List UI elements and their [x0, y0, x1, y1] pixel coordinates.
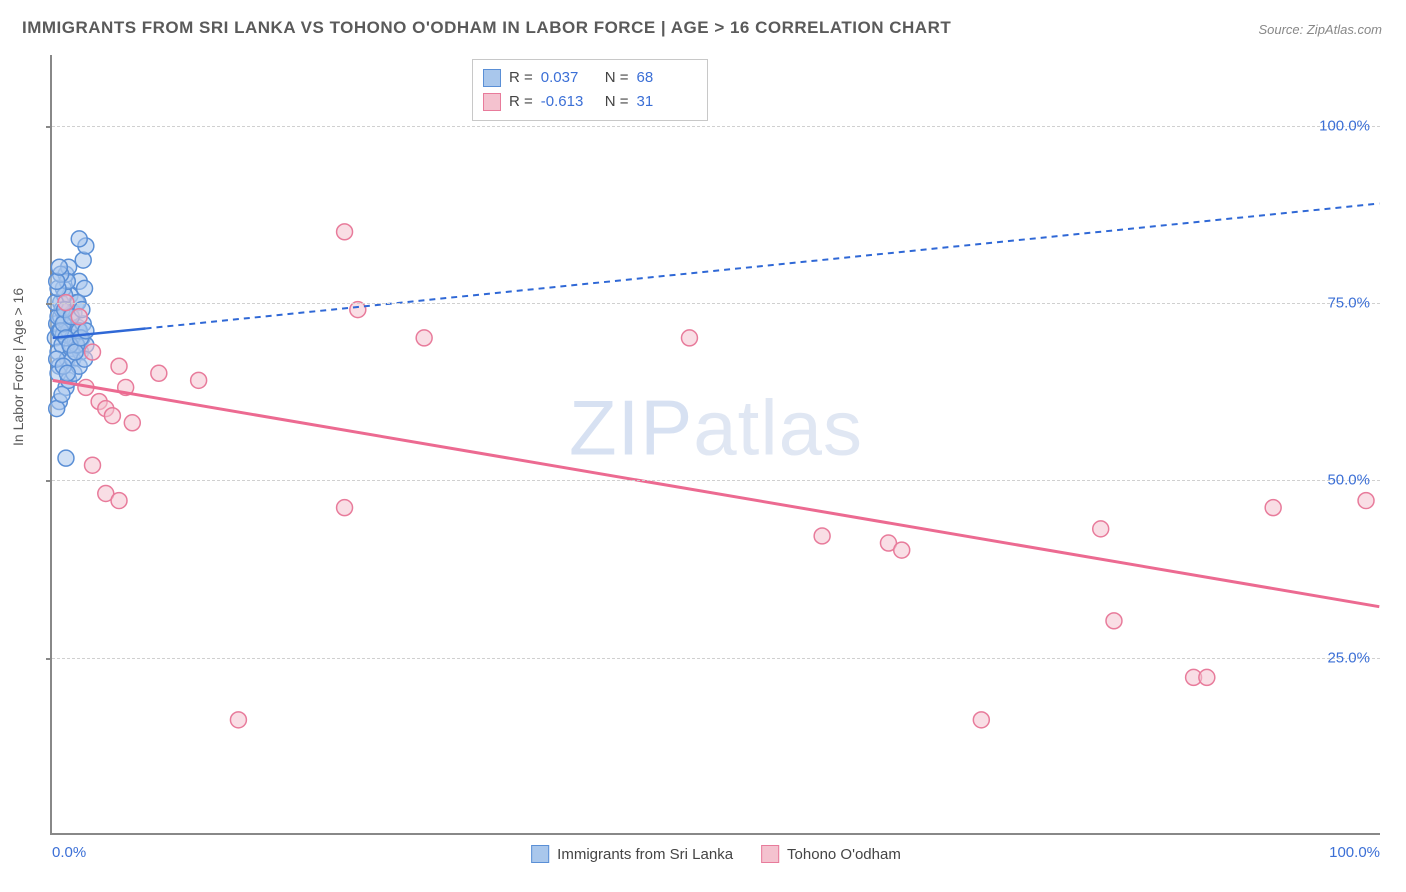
y-tick-label: 25.0% — [1327, 649, 1370, 666]
gridline-h — [52, 126, 1380, 127]
legend-bottom: Immigrants from Sri Lanka Tohono O'odham — [531, 845, 901, 863]
y-axis-label: In Labor Force | Age > 16 — [10, 288, 26, 446]
stat-r-label: R = — [509, 66, 533, 90]
x-tick-min: 0.0% — [52, 844, 86, 861]
stat-n-value-2: 31 — [637, 90, 693, 114]
data-point — [49, 273, 65, 289]
stats-legend-box: R = 0.037 N = 68 R = -0.613 N = 31 — [472, 59, 708, 121]
data-point — [111, 493, 127, 509]
y-tick-label: 100.0% — [1319, 117, 1370, 134]
data-point — [1265, 500, 1281, 516]
y-tick-label: 75.0% — [1327, 295, 1370, 312]
data-point — [894, 542, 910, 558]
data-point — [124, 415, 140, 431]
stat-n-value-1: 68 — [637, 66, 693, 90]
stats-row-series2: R = -0.613 N = 31 — [483, 90, 693, 114]
data-point — [230, 712, 246, 728]
swatch-series1 — [483, 69, 501, 87]
data-point — [337, 500, 353, 516]
legend-item-series2: Tohono O'odham — [761, 845, 901, 863]
gridline-h — [52, 480, 1380, 481]
data-point — [51, 259, 67, 275]
scatter-plot-svg — [52, 55, 1380, 833]
y-tick-label: 50.0% — [1327, 472, 1370, 489]
data-point — [85, 344, 101, 360]
swatch-series2 — [483, 93, 501, 111]
legend-swatch-series2 — [761, 845, 779, 863]
data-point — [58, 450, 74, 466]
chart-title: IMMIGRANTS FROM SRI LANKA VS TOHONO O'OD… — [22, 18, 951, 38]
data-point — [71, 309, 87, 325]
data-point — [104, 408, 120, 424]
data-point — [151, 365, 167, 381]
x-tick-max: 100.0% — [1329, 844, 1380, 861]
data-point — [973, 712, 989, 728]
data-point — [1358, 493, 1374, 509]
plot-area: ZIPatlas R = 0.037 N = 68 R = -0.613 N =… — [50, 55, 1380, 835]
legend-item-series1: Immigrants from Sri Lanka — [531, 845, 733, 863]
gridline-h — [52, 658, 1380, 659]
data-point — [59, 365, 75, 381]
stat-r-value-1: 0.037 — [541, 66, 597, 90]
gridline-h — [52, 303, 1380, 304]
source-attribution: Source: ZipAtlas.com — [1258, 22, 1382, 37]
stat-r-value-2: -0.613 — [541, 90, 597, 114]
data-point — [1106, 613, 1122, 629]
data-point — [1199, 669, 1215, 685]
data-point — [337, 224, 353, 240]
stat-n-label: N = — [605, 66, 629, 90]
data-point — [75, 252, 91, 268]
trend-line-dashed — [146, 204, 1380, 329]
trend-line — [53, 380, 1380, 606]
legend-label-series1: Immigrants from Sri Lanka — [557, 846, 733, 863]
stat-n-label: N = — [605, 90, 629, 114]
stat-r-label: R = — [509, 90, 533, 114]
data-point — [1093, 521, 1109, 537]
legend-swatch-series1 — [531, 845, 549, 863]
data-point — [191, 372, 207, 388]
data-point — [71, 231, 87, 247]
data-point — [681, 330, 697, 346]
stats-row-series1: R = 0.037 N = 68 — [483, 66, 693, 90]
data-point — [814, 528, 830, 544]
data-point — [416, 330, 432, 346]
legend-label-series2: Tohono O'odham — [787, 846, 901, 863]
data-point — [85, 457, 101, 473]
data-point — [111, 358, 127, 374]
